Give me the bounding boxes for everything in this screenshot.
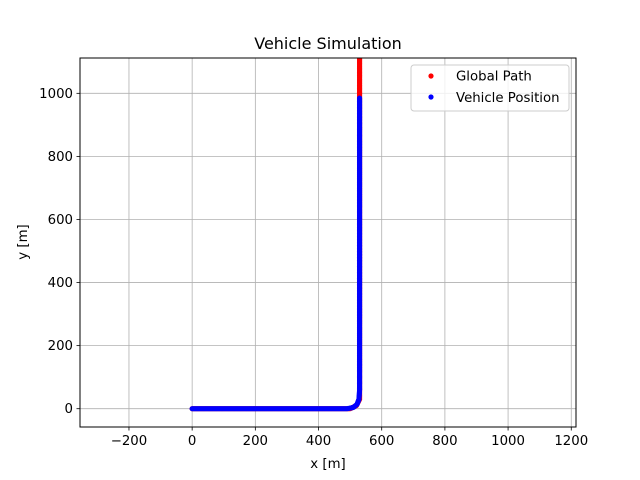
y-tick-label: 800: [48, 150, 73, 165]
x-tick-label: 800: [432, 434, 457, 449]
x-tick-label: 200: [243, 434, 268, 449]
y-axis-label: y [m]: [16, 224, 31, 259]
x-tick-label: 400: [306, 434, 331, 449]
legend-marker-global-path: [428, 73, 434, 79]
legend-label-vehicle-position: Vehicle Position: [456, 91, 560, 106]
plot-frame: [79, 57, 577, 428]
x-tick-label: 600: [369, 434, 394, 449]
legend-label-global-path: Global Path: [456, 70, 532, 85]
legend-marker-vehicle-position: [428, 94, 434, 100]
x-axis-ticks: −200 0 200 400 600 800 1000 1200: [111, 427, 588, 449]
series-layer: [189, 58, 363, 412]
chart-title: Vehicle Simulation: [254, 34, 402, 53]
x-tick-label: −200: [111, 434, 148, 449]
x-tick-label: 1200: [554, 434, 588, 449]
series-vehicle-position: [189, 95, 363, 412]
global-path-point: [356, 58, 363, 61]
x-tick-label: 1000: [491, 434, 525, 449]
x-axis-label: x [m]: [310, 457, 345, 472]
legend-box: [410, 64, 570, 112]
y-axis-ticks: 0 200 400 600 800 1000: [39, 87, 80, 417]
vehicle-position-point: [356, 95, 363, 101]
x-tick-label: 0: [188, 434, 196, 449]
legend: Global Path Vehicle Position: [410, 64, 570, 112]
y-tick-label: 200: [48, 339, 73, 354]
grid-lines: [80, 58, 576, 427]
y-tick-label: 400: [48, 276, 73, 291]
y-tick-label: 0: [65, 402, 73, 417]
y-tick-label: 1000: [39, 87, 73, 102]
y-tick-label: 600: [48, 213, 73, 228]
